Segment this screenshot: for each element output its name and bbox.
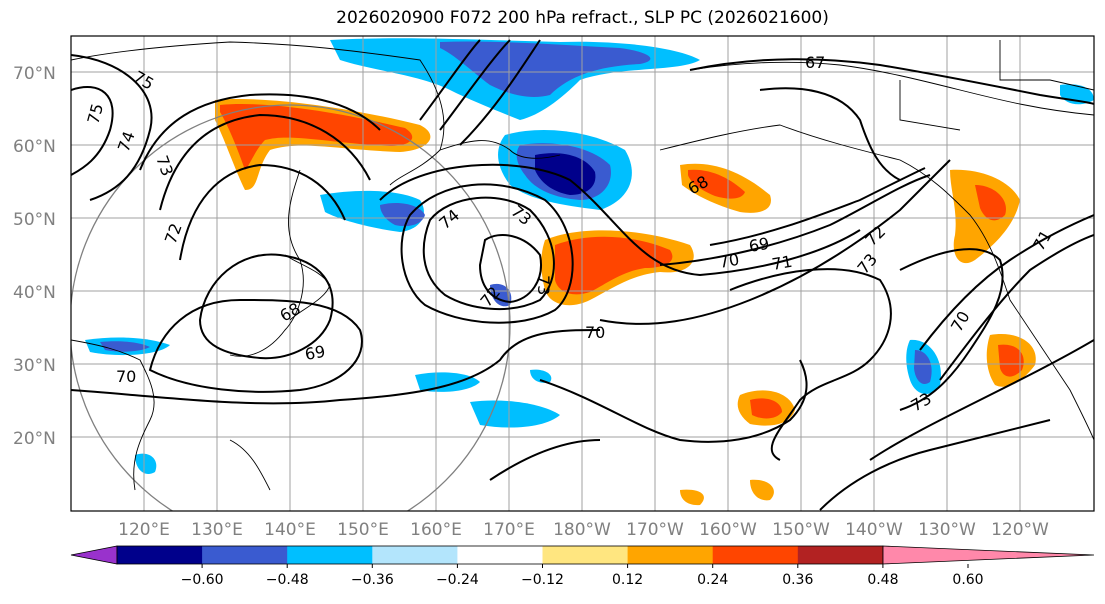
colorbar-tick-label: 0.12 — [612, 572, 643, 588]
colorbar-segment — [457, 546, 543, 564]
colorbar-tick-label: 0.24 — [697, 572, 728, 588]
lon-label: 150°W — [772, 520, 830, 540]
colorbar-tick-label: −0.36 — [351, 572, 394, 588]
colorbar-arrow-low — [70, 545, 118, 565]
contour-label: 73 — [534, 275, 553, 295]
lon-label: 160°W — [699, 520, 757, 540]
contour-label: 69 — [303, 342, 326, 364]
slp-contours — [71, 39, 1094, 511]
colorbar-tick-label: 0.60 — [952, 572, 983, 588]
contour-label: 70 — [717, 250, 740, 272]
lon-label: 130°W — [918, 520, 976, 540]
colorbar-segment — [542, 546, 629, 564]
colorbar-segment — [287, 546, 373, 564]
colorbar-segment — [117, 546, 203, 564]
colorbar-tick-label: −0.24 — [436, 572, 479, 588]
lon-label: 120°E — [118, 520, 170, 540]
lat-label: 60°N — [13, 137, 56, 157]
colorbar-segment — [627, 546, 714, 564]
lon-label: 150°E — [337, 520, 389, 540]
lon-label: 160°E — [410, 520, 462, 540]
lat-label: 40°N — [13, 283, 56, 303]
colorbar-tick-label: −0.48 — [266, 572, 309, 588]
contour-label: 70 — [116, 367, 136, 386]
contour-label: 69 — [747, 234, 770, 256]
lat-label: 50°N — [13, 210, 56, 230]
colorbar-tick-label: 0.48 — [867, 572, 898, 588]
lon-label: 140°E — [264, 520, 316, 540]
contour-label: 67 — [805, 53, 825, 72]
map-border — [70, 35, 1095, 512]
lat-label: 20°N — [13, 429, 56, 449]
lon-label: 120°W — [991, 520, 1049, 540]
colorbar-segment — [202, 546, 288, 564]
latitude-labels: 70°N 60°N 50°N 40°N 30°N 20°N — [13, 64, 56, 449]
colorbar-segment — [712, 546, 799, 564]
contour-label: 75 — [84, 101, 108, 126]
colorbar-tick-label: −0.60 — [181, 572, 224, 588]
colorbar-segment — [797, 546, 884, 564]
lon-label: 170°E — [483, 520, 535, 540]
shaded-anomalies — [85, 38, 1094, 506]
colorbar: −0.60 −0.48 −0.36 −0.24 −0.12 0.12 0.24 0.36 0.4… — [70, 545, 1095, 588]
colorbar-tick-label: −0.12 — [521, 572, 564, 588]
lon-label: 170°W — [626, 520, 684, 540]
colorbar-frame — [116, 545, 884, 565]
lat-label: 70°N — [13, 64, 56, 84]
contour-label: 71 — [770, 252, 793, 274]
contour-label: 70 — [585, 323, 605, 342]
colorbar-tick-label: 0.36 — [782, 572, 813, 588]
map-title: 2026020900 F072 200 hPa refract., SLP PC… — [336, 8, 829, 28]
colorbar-segment — [372, 546, 458, 564]
longitude-labels: 120°E 130°E 140°E 150°E 160°E 170°E 180°… — [118, 520, 1049, 540]
range-circle — [71, 104, 511, 511]
colorbar-arrow-high — [882, 545, 1095, 565]
lon-label: 140°W — [845, 520, 903, 540]
lon-label: 180°W — [553, 520, 611, 540]
lon-label: 130°E — [191, 520, 243, 540]
lat-label: 30°N — [13, 356, 56, 376]
